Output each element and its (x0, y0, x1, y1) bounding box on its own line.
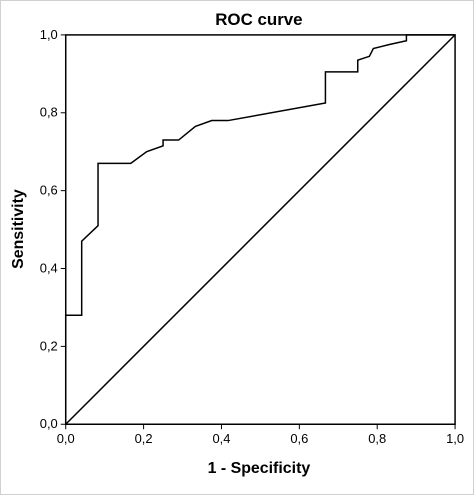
y-axis: 0,0 0,2 0,4 0,6 0,8 1,0 (40, 27, 66, 431)
reference-diagonal-line (65, 34, 456, 425)
y-tick-label: 0,8 (40, 105, 58, 120)
x-tick-label: 0,8 (368, 431, 386, 446)
y-tick-label: 0,4 (40, 260, 58, 275)
x-axis-label: 1 - Specificity (208, 460, 311, 477)
y-tick-label: 0,0 (40, 416, 58, 431)
roc-curve-line (64, 34, 456, 425)
x-axis: 0,0 0,2 0,4 0,6 0,8 1,0 (57, 424, 464, 446)
x-tick-label: 0,6 (290, 431, 308, 446)
x-tick-label: 0,2 (135, 431, 153, 446)
x-tick-label: 0,0 (57, 431, 75, 446)
series-layer (64, 34, 456, 425)
y-axis-label: Sensitivity (10, 189, 27, 269)
chart-title: ROC curve (215, 10, 302, 29)
y-tick-label: 0,2 (40, 338, 58, 353)
x-tick-label: 0,4 (212, 431, 230, 446)
x-tick-label: 1,0 (446, 431, 464, 446)
y-tick-label: 1,0 (40, 27, 58, 42)
y-tick-label: 0,6 (40, 183, 58, 198)
